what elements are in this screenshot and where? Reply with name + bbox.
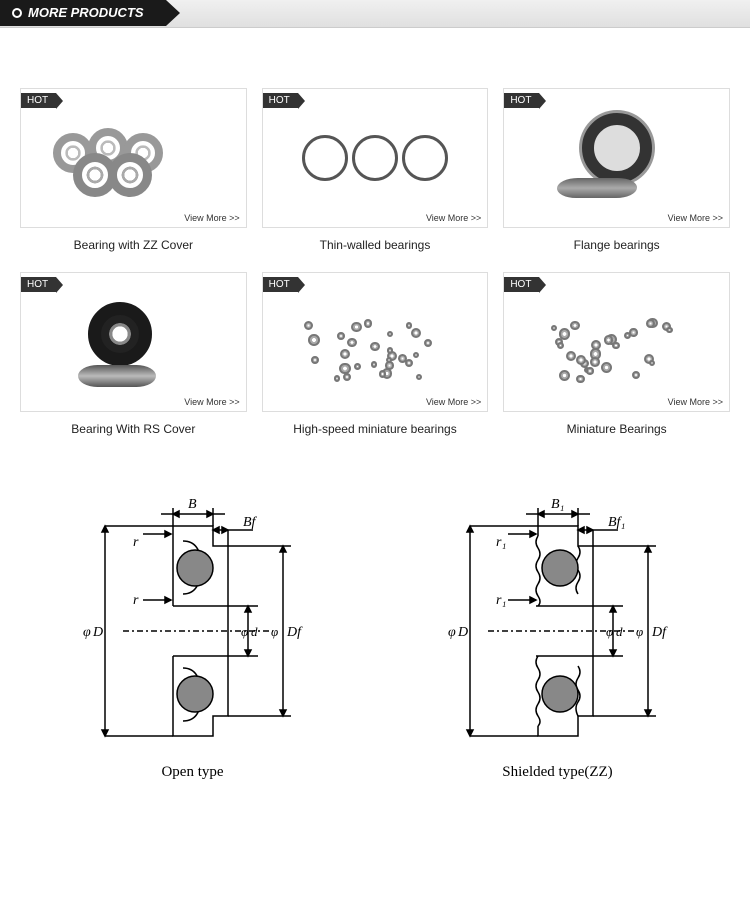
bearing-cross-section-shielded-icon: B₁ Bf₁ r₁ r₁ φ D φ xyxy=(408,486,708,746)
label-d: d xyxy=(251,624,258,639)
svg-text:φ: φ xyxy=(606,624,613,639)
product-card: HOT View More >> Bearing With RS Cover xyxy=(20,272,247,436)
label-Bf: Bf xyxy=(243,515,258,530)
header-label: MORE PRODUCTS xyxy=(0,0,166,26)
label-D: D xyxy=(457,625,468,640)
view-more-link[interactable]: View More >> xyxy=(426,397,481,407)
view-more-link[interactable]: View More >> xyxy=(668,213,723,223)
product-title: Bearing With RS Cover xyxy=(20,412,247,436)
view-more-link[interactable]: View More >> xyxy=(184,213,239,223)
diagram-row: B Bf r r φ D φ d xyxy=(0,456,750,801)
product-card: HOT View More >> Thin-walled bearings xyxy=(262,88,489,252)
label-Df: Df xyxy=(286,625,303,640)
mock-mini-bearings-icon xyxy=(285,287,465,397)
mock-mini-bearings-icon xyxy=(527,287,707,397)
label-Df: Df xyxy=(651,625,668,640)
label-D: D xyxy=(92,625,103,640)
mock-bearings-icon xyxy=(43,103,223,213)
label-d: d xyxy=(616,624,623,639)
product-card: HOT View More >> Bearing with ZZ Cover xyxy=(20,88,247,252)
bearing-cross-section-icon: B Bf r r φ D φ d xyxy=(43,486,343,746)
product-card: HOT View More >> High-speed miniature be… xyxy=(262,272,489,436)
product-image[interactable]: HOT View More >> xyxy=(503,272,730,412)
diagram-shielded-type: B₁ Bf₁ r₁ r₁ φ D φ xyxy=(408,486,708,781)
product-card: HOT View More >> Flange bearings xyxy=(503,88,730,252)
view-more-link[interactable]: View More >> xyxy=(426,213,481,223)
svg-text:φ: φ xyxy=(83,625,91,640)
mock-rs-cover-icon xyxy=(43,287,223,397)
hot-badge: HOT xyxy=(263,277,298,292)
diagram-caption: Shielded type(ZZ) xyxy=(408,764,708,781)
product-image[interactable]: HOT View More >> xyxy=(262,88,489,228)
label-r-top: r₁ xyxy=(496,535,506,550)
label-Bf: Bf₁ xyxy=(608,515,625,530)
product-image[interactable]: HOT View More >> xyxy=(20,88,247,228)
view-more-link[interactable]: View More >> xyxy=(668,397,723,407)
product-image[interactable]: HOT View More >> xyxy=(503,88,730,228)
hot-badge: HOT xyxy=(504,277,539,292)
label-r-bot: r₁ xyxy=(496,593,506,608)
product-image[interactable]: HOT View More >> xyxy=(20,272,247,412)
product-grid: HOT View More >> Bearing with ZZ Cover H… xyxy=(0,28,750,456)
svg-text:φ: φ xyxy=(241,624,248,639)
product-title: Flange bearings xyxy=(503,228,730,252)
product-image[interactable]: HOT View More >> xyxy=(262,272,489,412)
product-title: High-speed miniature bearings xyxy=(262,412,489,436)
hot-badge: HOT xyxy=(263,93,298,108)
svg-text:φ: φ xyxy=(271,624,278,639)
product-card: HOT View More >> Miniature Bearings xyxy=(503,272,730,436)
product-title: Thin-walled bearings xyxy=(262,228,489,252)
diagram-caption: Open type xyxy=(43,764,343,781)
hot-badge: HOT xyxy=(504,93,539,108)
label-r-bot: r xyxy=(133,593,139,608)
label-r-top: r xyxy=(133,535,139,550)
section-header: MORE PRODUCTS xyxy=(0,0,750,28)
header-title: MORE PRODUCTS xyxy=(28,0,144,26)
product-title: Miniature Bearings xyxy=(503,412,730,436)
hot-badge: HOT xyxy=(21,277,56,292)
mock-thin-rings-icon xyxy=(285,103,465,213)
hot-badge: HOT xyxy=(21,93,56,108)
svg-text:φ: φ xyxy=(636,624,643,639)
view-more-link[interactable]: View More >> xyxy=(184,397,239,407)
bullet-icon xyxy=(12,8,22,18)
mock-flange-icon xyxy=(527,103,707,213)
product-title: Bearing with ZZ Cover xyxy=(20,228,247,252)
label-B: B xyxy=(188,497,197,512)
label-B: B₁ xyxy=(551,497,564,512)
diagram-open-type: B Bf r r φ D φ d xyxy=(43,486,343,781)
svg-text:φ: φ xyxy=(448,625,456,640)
